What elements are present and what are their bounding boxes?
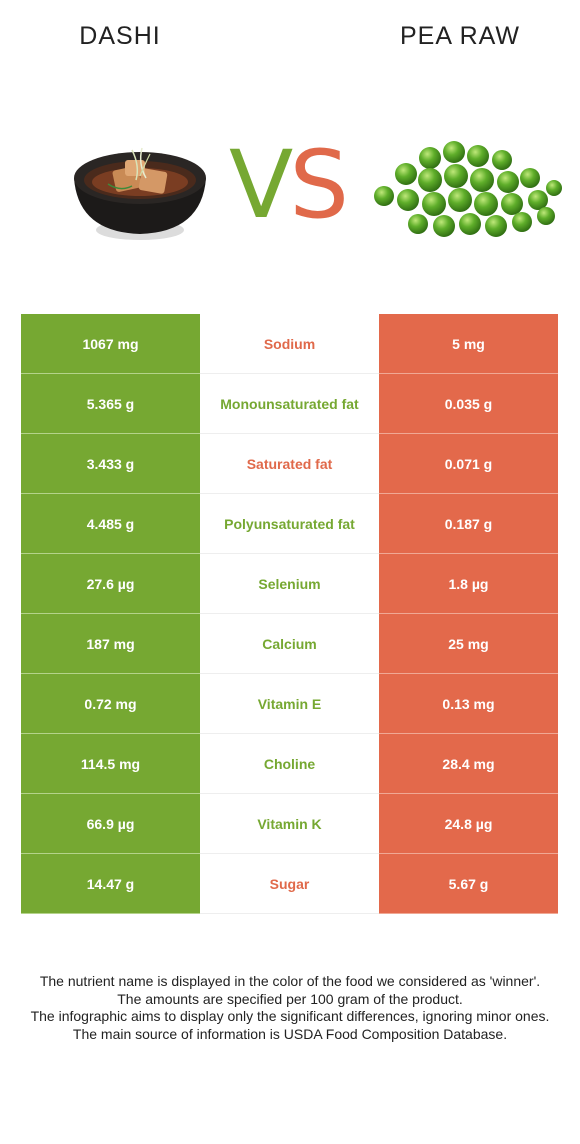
nutrient-name: Vitamin E — [200, 674, 379, 734]
dashi-value: 114.5 mg — [21, 734, 200, 794]
dashi-value: 3.433 g — [21, 434, 200, 494]
dashi-value: 4.485 g — [21, 494, 200, 554]
nutrient-comparison-table: 1067 mg Sodium 5 mg 5.365 g Monounsatura… — [21, 314, 558, 914]
table-row: 66.9 µg Vitamin K 24.8 µg — [21, 794, 558, 854]
table-row: 3.433 g Saturated fat 0.071 g — [21, 434, 558, 494]
footnote-line: The main source of information is USDA F… — [72, 1025, 508, 1042]
table-row: 187 mg Calcium 25 mg — [21, 614, 558, 674]
nutrient-name: Vitamin K — [200, 794, 379, 854]
nutrient-name: Monounsaturated fat — [200, 374, 379, 434]
table-row: 114.5 mg Choline 28.4 mg — [21, 734, 558, 794]
table-row: 1067 mg Sodium 5 mg — [21, 314, 558, 374]
nutrient-name: Sodium — [200, 314, 379, 374]
table-row: 4.485 g Polyunsaturated fat 0.187 g — [21, 494, 558, 554]
dashi-value: 187 mg — [21, 614, 200, 674]
green-peas-image — [374, 141, 562, 237]
dashi-bowl-image — [74, 147, 206, 240]
versus-s: S — [289, 131, 349, 240]
nutrient-name: Saturated fat — [200, 434, 379, 494]
footnote-line: The amounts are specified per 100 gram o… — [117, 990, 463, 1007]
nutrient-name: Choline — [200, 734, 379, 794]
dashi-value: 27.6 µg — [21, 554, 200, 614]
pea-value: 25 mg — [379, 614, 558, 674]
dashi-value: 14.47 g — [21, 854, 200, 914]
right-food-title: PEA RAW — [400, 22, 520, 50]
nutrient-name: Selenium — [200, 554, 379, 614]
footnote-line: The nutrient name is displayed in the co… — [39, 973, 541, 989]
pea-value: 5.67 g — [379, 854, 558, 914]
left-food-title: DASHI — [79, 22, 161, 50]
pea-value: 1.8 µg — [379, 554, 558, 614]
pea-value: 0.071 g — [379, 434, 558, 494]
pea-value: 0.035 g — [379, 374, 558, 434]
dashi-value: 0.72 mg — [21, 674, 200, 734]
pea-value: 24.8 µg — [379, 794, 558, 854]
nutrient-name: Calcium — [200, 614, 379, 674]
footnote-line: The infographic aims to display only the… — [30, 1008, 550, 1024]
versus-label: VS — [222, 138, 352, 233]
pea-value: 28.4 mg — [379, 734, 558, 794]
dashi-value: 5.365 g — [21, 374, 200, 434]
nutrient-name: Polyunsaturated fat — [200, 494, 379, 554]
dashi-value: 1067 mg — [21, 314, 200, 374]
dashi-value: 66.9 µg — [21, 794, 200, 854]
table-row: 27.6 µg Selenium 1.8 µg — [21, 554, 558, 614]
pea-value: 5 mg — [379, 314, 558, 374]
pea-value: 0.187 g — [379, 494, 558, 554]
table-row: 14.47 g Sugar 5.67 g — [21, 854, 558, 914]
footnote: The nutrient name is displayed in the co… — [14, 973, 566, 1043]
table-row: 5.365 g Monounsaturated fat 0.035 g — [21, 374, 558, 434]
nutrient-name: Sugar — [200, 854, 379, 914]
pea-value: 0.13 mg — [379, 674, 558, 734]
table-row: 0.72 mg Vitamin E 0.13 mg — [21, 674, 558, 734]
versus-v: V — [229, 131, 293, 240]
